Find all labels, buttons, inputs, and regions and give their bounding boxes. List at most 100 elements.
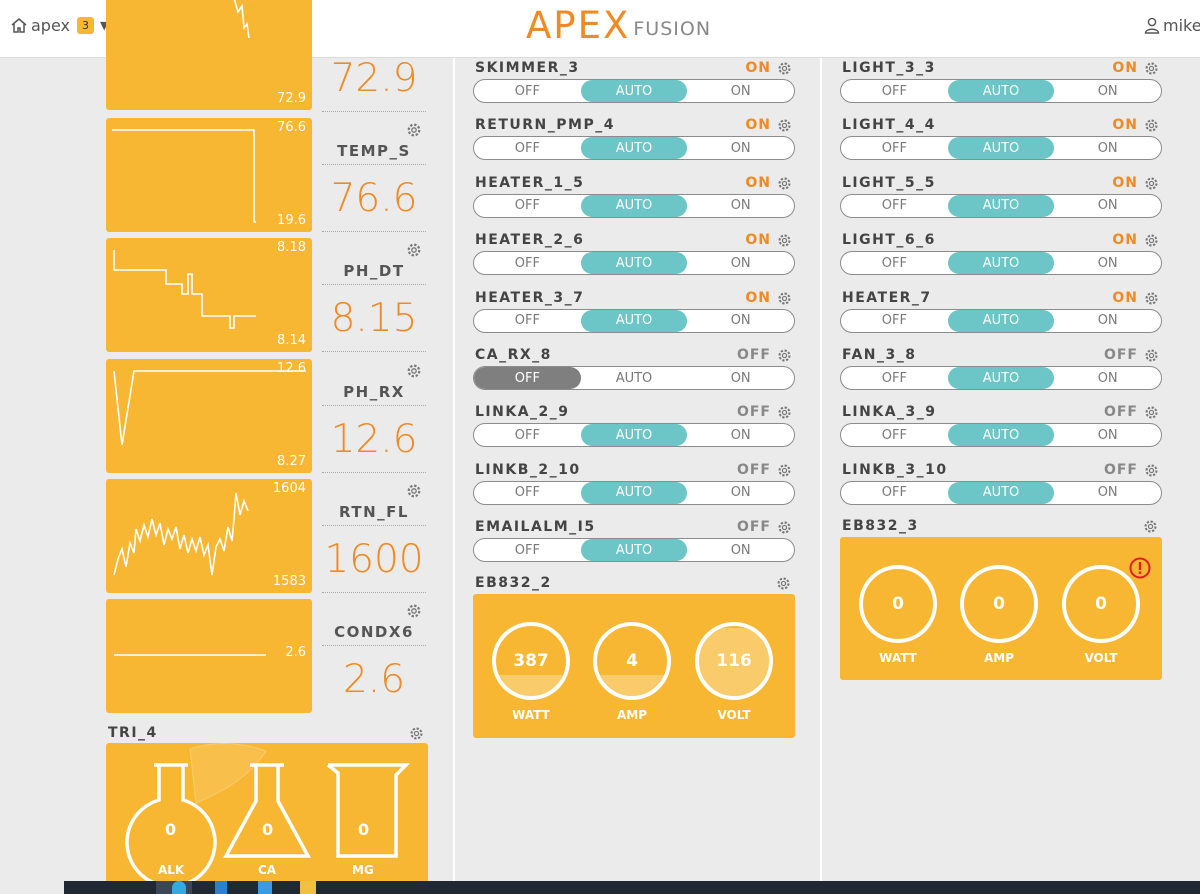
gear-icon[interactable]: [406, 363, 422, 379]
mode-off-option[interactable]: OFF: [514, 140, 540, 156]
gear-icon[interactable]: [406, 242, 422, 258]
mode-on-option[interactable]: ON: [730, 485, 751, 501]
chevron-down-icon[interactable]: ▼: [100, 19, 109, 32]
probe-graph[interactable]: 2.6: [106, 599, 312, 713]
mode-on-option[interactable]: ON: [730, 313, 751, 329]
outlet-name[interactable]: LINKB_3_10: [842, 461, 948, 478]
outlet-name[interactable]: LIGHT_6_6: [842, 232, 936, 249]
trident-tile[interactable]: 0 0 0 ALK CA MG: [106, 743, 428, 894]
mode-on-option[interactable]: ON: [730, 427, 751, 443]
mode-on-option[interactable]: ON: [730, 198, 751, 214]
mode-off-option[interactable]: OFF: [474, 367, 581, 389]
gear-icon[interactable]: [777, 118, 792, 133]
mode-off-option[interactable]: OFF: [514, 83, 540, 99]
outlet-name[interactable]: EMAILALM_I5: [475, 519, 596, 536]
mode-off-option[interactable]: OFF: [881, 427, 907, 443]
mode-off-option[interactable]: OFF: [881, 255, 907, 271]
mode-auto-option[interactable]: AUTO: [580, 252, 688, 275]
gear-icon[interactable]: [777, 233, 792, 248]
gear-icon[interactable]: [1144, 405, 1159, 420]
probe-graph[interactable]: 72.9: [106, 0, 312, 110]
vscode-icon[interactable]: [258, 881, 272, 894]
mode-on-option[interactable]: ON: [1097, 370, 1118, 386]
gear-icon[interactable]: [777, 176, 792, 191]
mode-on-option[interactable]: ON: [730, 255, 751, 271]
mode-off-option[interactable]: OFF: [514, 427, 540, 443]
eb832-2-tile[interactable]: 387 WATT 4 AMP 116 VOLT: [473, 594, 795, 738]
gear-icon[interactable]: [1143, 519, 1158, 534]
mode-auto-option[interactable]: AUTO: [947, 80, 1055, 102]
probe-graph[interactable]: 8.18 8.14: [106, 238, 312, 352]
gear-icon[interactable]: [1144, 118, 1159, 133]
gear-icon[interactable]: [1144, 463, 1159, 478]
outlet-name[interactable]: RETURN_PMP_4: [475, 117, 615, 134]
gear-icon[interactable]: [1144, 291, 1159, 306]
mode-auto-option[interactable]: AUTO: [947, 137, 1055, 160]
user-menu[interactable]: mike: [1144, 16, 1200, 35]
gear-icon[interactable]: [1144, 61, 1159, 76]
alert-icon[interactable]: [1129, 557, 1151, 579]
probe-name[interactable]: CONDX6: [322, 623, 426, 646]
gear-icon[interactable]: [406, 122, 422, 138]
mode-auto-option[interactable]: AUTO: [580, 481, 688, 504]
probe-name[interactable]: PH_RX: [322, 383, 426, 406]
eb832-3-tile[interactable]: 0 WATT 0 AMP 0 VOLT: [840, 537, 1162, 680]
mode-off-option[interactable]: OFF: [881, 313, 907, 329]
mode-auto-option[interactable]: AUTO: [580, 309, 688, 332]
mode-off-option[interactable]: OFF: [514, 542, 540, 558]
mode-auto-option[interactable]: AUTO: [947, 481, 1055, 504]
mode-auto-option[interactable]: AUTO: [580, 137, 688, 160]
outlet-name[interactable]: FAN_3_8: [842, 347, 917, 363]
outlet-name[interactable]: CA_RX_8: [475, 347, 552, 363]
outlet-name[interactable]: HEATER_7: [842, 289, 932, 306]
gear-icon[interactable]: [777, 405, 792, 420]
mode-off-option[interactable]: OFF: [514, 255, 540, 271]
mode-auto-option[interactable]: AUTO: [947, 424, 1055, 447]
mode-auto-option[interactable]: AUTO: [947, 309, 1055, 332]
mode-on-option[interactable]: ON: [1097, 198, 1118, 214]
mode-on-option[interactable]: ON: [1097, 83, 1118, 99]
outlet-name[interactable]: LINKA_2_9: [475, 404, 570, 421]
mode-off-option[interactable]: OFF: [881, 83, 907, 99]
probe-graph[interactable]: 12.6 8.27: [106, 359, 312, 473]
apex-selector[interactable]: apex 3 ▼: [10, 16, 108, 35]
store-icon[interactable]: [215, 881, 227, 894]
gear-icon[interactable]: [777, 520, 792, 535]
alert-count-badge[interactable]: 3: [77, 17, 94, 34]
outlet-name[interactable]: HEATER_2_6: [475, 232, 585, 249]
gear-icon[interactable]: [777, 348, 792, 363]
mode-auto-option[interactable]: AUTO: [580, 539, 688, 562]
mode-off-option[interactable]: OFF: [514, 198, 540, 214]
outlet-name[interactable]: LIGHT_3_3: [842, 60, 936, 76]
probe-name[interactable]: PH_DT: [322, 262, 426, 285]
mode-auto-option[interactable]: AUTO: [947, 367, 1055, 389]
outlet-name[interactable]: LIGHT_5_5: [842, 174, 936, 191]
gear-icon[interactable]: [406, 483, 422, 499]
probe-graph[interactable]: 1604 1583: [106, 479, 312, 593]
outlet-name[interactable]: SKIMMER_3: [475, 60, 580, 76]
gear-icon[interactable]: [1144, 348, 1159, 363]
mode-on-option[interactable]: ON: [1097, 427, 1118, 443]
mode-off-option[interactable]: OFF: [881, 198, 907, 214]
mode-on-option[interactable]: ON: [1097, 255, 1118, 271]
outlet-name[interactable]: LINKA_3_9: [842, 404, 937, 421]
probe-name[interactable]: RTN_FL: [322, 503, 426, 526]
edge-icon[interactable]: [172, 881, 186, 894]
gear-icon[interactable]: [777, 463, 792, 478]
outlet-name[interactable]: HEATER_3_7: [475, 289, 585, 306]
gear-icon[interactable]: [777, 61, 792, 76]
gear-icon[interactable]: [406, 603, 422, 619]
mode-auto-option[interactable]: AUTO: [580, 194, 688, 217]
mode-on-option[interactable]: ON: [730, 83, 751, 99]
folder-icon[interactable]: [300, 881, 316, 894]
outlet-name[interactable]: HEATER_1_5: [475, 174, 585, 191]
probe-name[interactable]: TEMP_S: [322, 142, 426, 165]
mode-auto-option[interactable]: AUTO: [580, 80, 688, 102]
gear-icon[interactable]: [777, 291, 792, 306]
mode-auto-option[interactable]: AUTO: [615, 370, 653, 386]
probe-graph[interactable]: 76.6 19.6: [106, 118, 312, 232]
mode-on-option[interactable]: ON: [1097, 313, 1118, 329]
mode-on-option[interactable]: ON: [730, 140, 751, 156]
mode-auto-option[interactable]: AUTO: [947, 252, 1055, 275]
mode-off-option[interactable]: OFF: [514, 313, 540, 329]
